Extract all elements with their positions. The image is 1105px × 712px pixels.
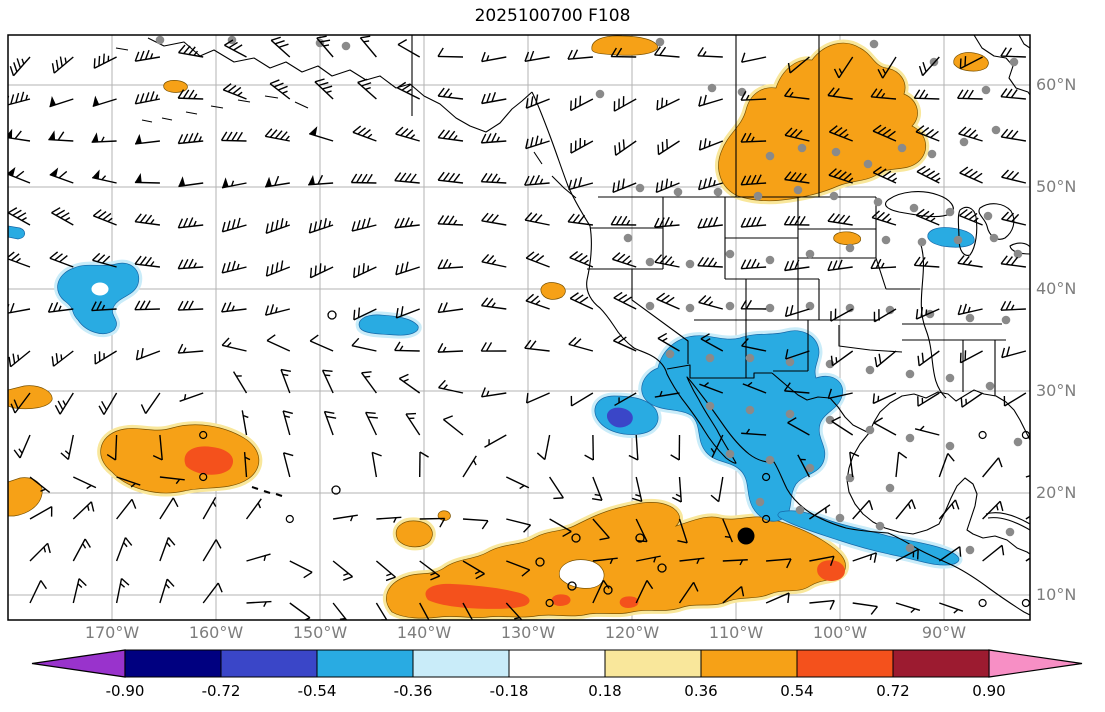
colorbar-segment [316,649,414,678]
contour-fill-layer [8,35,989,619]
lat-tick-label: 20°N [1036,483,1077,502]
lon-tick-label: 130°W [500,623,556,642]
lon-tick-label: 150°W [292,623,348,642]
colorbar-tick-label: 0.36 [684,682,718,700]
colorbar-segment [796,649,894,678]
colorbar-tick-label: -0.18 [489,682,529,700]
colorbar-segment [124,649,222,678]
lat-tick-label: 10°N [1036,585,1077,604]
colorbar-segment [412,649,510,678]
coastline-layer [115,35,1030,616]
colorbar-tick-label: -0.72 [201,682,241,700]
tropical-system-dot [737,527,755,545]
calm-contour-circle [567,581,577,591]
lon-tick-label: 100°W [812,623,868,642]
colorbar-segment [220,649,318,678]
contour-core-layer [90,281,845,609]
colorbar-tick-label: -0.36 [393,682,433,700]
calm-contour-circle [657,563,667,573]
lon-tick-label: 90°W [921,623,967,642]
colorbar-tick-label: 0.90 [972,682,1006,700]
map-layers [8,35,1030,620]
colorbar-tick-label: -0.90 [105,682,145,700]
chart-title: 2025100700 F108 [474,6,631,26]
calm-contour-circle [331,485,341,495]
lat-tick-label: 30°N [1036,381,1077,400]
colorbar-tick-label: -0.54 [297,682,337,700]
lat-tick-label: 40°N [1036,279,1077,298]
colorbar-right-arrow [988,649,1083,678]
colorbar-tick-label: 0.54 [780,682,814,700]
colorbar-tick-label: 0.72 [876,682,910,700]
lon-tick-label: 110°W [708,623,764,642]
colorbar-left-arrow [31,649,126,678]
map-frame [7,34,1031,621]
lon-tick-label: 170°W [84,623,140,642]
wind-barbs-layer [8,35,1030,620]
lon-tick-label: 160°W [188,623,244,642]
calm-contour-circle [635,533,645,543]
calm-contour-circle [535,557,545,567]
lon-tick-label: 140°W [396,623,452,642]
marker-layer [327,310,755,595]
colorbar-segment [700,649,798,678]
colorbar-segment [604,649,702,678]
station-dots-layer [155,35,1023,555]
calm-contour-circle [571,533,581,543]
lon-tick-label: 120°W [604,623,660,642]
calm-contour-circle [327,310,337,320]
lat-tick-label: 50°N [1036,177,1077,196]
colorbar-segment [508,649,606,678]
colorbar-tick-label: 0.18 [588,682,622,700]
colorbar-segment [892,649,990,678]
colorbar [31,649,1083,678]
lat-tick-label: 60°N [1036,75,1077,94]
